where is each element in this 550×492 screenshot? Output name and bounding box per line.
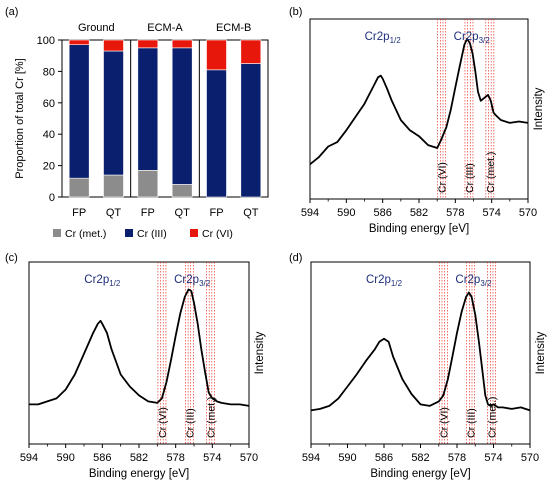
x-tick-label: 594 [301, 207, 319, 219]
reference-label: Cr (met.) [485, 152, 497, 193]
y-axis-label: Intensity [535, 331, 547, 374]
reference-label: Cr (VI) [438, 407, 450, 438]
x-tick-label: 590 [337, 207, 355, 219]
peak-label: Cr2p3/2 [455, 274, 492, 288]
reference-label: Cr (III) [464, 163, 476, 193]
panel-label-b: (b) [289, 6, 302, 18]
reference-label: Cr (VI) [157, 407, 169, 438]
x-tick-label: 570 [519, 207, 537, 219]
reference-label: Cr (VI) [437, 162, 449, 193]
panel-label-d: (d) [289, 252, 302, 264]
x-tick-label: 586 [373, 207, 391, 219]
x-tick-label: 582 [411, 452, 429, 464]
peak-label: Cr2p1/2 [366, 274, 403, 288]
bar-segment [137, 39, 159, 49]
bar-segment [103, 50, 124, 176]
x-tick-label: FP [209, 207, 223, 219]
x-axis-label: Binding energy [eV] [89, 468, 189, 480]
x-tick-label: 578 [166, 452, 184, 464]
x-tick-label: 582 [130, 452, 148, 464]
peak-label: Cr2p1/2 [84, 274, 121, 288]
group-label: ECM-B [216, 22, 251, 34]
x-tick-label: 582 [410, 207, 428, 219]
bar-segment [103, 39, 124, 52]
x-tick-label: 574 [484, 452, 502, 464]
plot-frame-a [61, 39, 269, 198]
x-axis-label: Binding energy [eV] [369, 223, 469, 235]
x-axis-label: Binding energy [eV] [370, 468, 470, 480]
legend-swatch [190, 229, 198, 237]
x-tick-label: 594 [20, 452, 38, 464]
x-tick-label: QT [106, 207, 122, 219]
peak-label: Cr2p3/2 [174, 274, 211, 288]
bar-segment [206, 69, 227, 198]
x-tick-label: 574 [203, 452, 221, 464]
bar-segment [171, 39, 193, 49]
y-tick-label: 0 [49, 192, 55, 204]
reference-label: Cr (met.) [206, 397, 218, 438]
y-tick-label: 100 [37, 35, 55, 47]
y-tick-label: 80 [43, 66, 55, 78]
x-tick-label: 578 [446, 207, 464, 219]
x-tick-label: QT [175, 207, 191, 219]
bar-segment [68, 44, 90, 179]
x-tick-label: 570 [521, 452, 539, 464]
bar-segment [68, 177, 90, 198]
peak-label: Cr2p3/2 [454, 31, 491, 45]
y-axis-label: Intensity [533, 87, 545, 130]
spectrum-line [310, 291, 531, 412]
y-axis-label: Intensity [254, 331, 266, 374]
x-tick-label: 590 [338, 452, 356, 464]
y-tick-label: 60 [43, 98, 55, 110]
x-tick-label: 570 [240, 452, 258, 464]
reference-label: Cr (III) [466, 408, 478, 438]
bar-segment [137, 170, 159, 198]
x-tick-label: 586 [375, 452, 393, 464]
spectrum-line [29, 288, 250, 407]
spectrum-line [309, 37, 529, 165]
y-axis-label: Proportion of total Cr [%] [14, 58, 26, 178]
reference-label: Cr (III) [184, 408, 196, 438]
legend-label: Cr (III) [137, 228, 167, 240]
group-label: Ground [78, 22, 115, 34]
bar-segment [171, 184, 193, 198]
bar-segment [206, 39, 227, 71]
bar-segment [240, 39, 262, 64]
y-tick-label: 40 [43, 129, 55, 141]
group-label: ECM-A [147, 22, 183, 34]
panel-label-a: (a) [5, 6, 18, 18]
bar-segment [103, 174, 124, 198]
bar-segment [240, 63, 262, 198]
x-tick-label: 590 [56, 452, 74, 464]
bar-segment [137, 47, 159, 171]
x-tick-label: FP [72, 207, 86, 219]
panel-label-c: (c) [5, 252, 18, 264]
bar-segment [68, 39, 90, 46]
x-tick-label: FP [141, 207, 155, 219]
reference-label: Cr (met.) [487, 397, 499, 438]
x-tick-label: 586 [93, 452, 111, 464]
x-tick-label: 594 [302, 452, 320, 464]
legend-label: Cr (VI) [202, 228, 233, 240]
legend-swatch [125, 229, 133, 237]
x-tick-label: 574 [482, 207, 500, 219]
legend-swatch [53, 229, 61, 237]
legend-label: Cr (met.) [65, 228, 106, 240]
x-tick-label: 578 [448, 452, 466, 464]
x-tick-label: QT [243, 207, 259, 219]
bar-segment [171, 47, 193, 185]
peak-label: Cr2p1/2 [365, 31, 402, 45]
y-tick-label: 20 [43, 161, 55, 173]
